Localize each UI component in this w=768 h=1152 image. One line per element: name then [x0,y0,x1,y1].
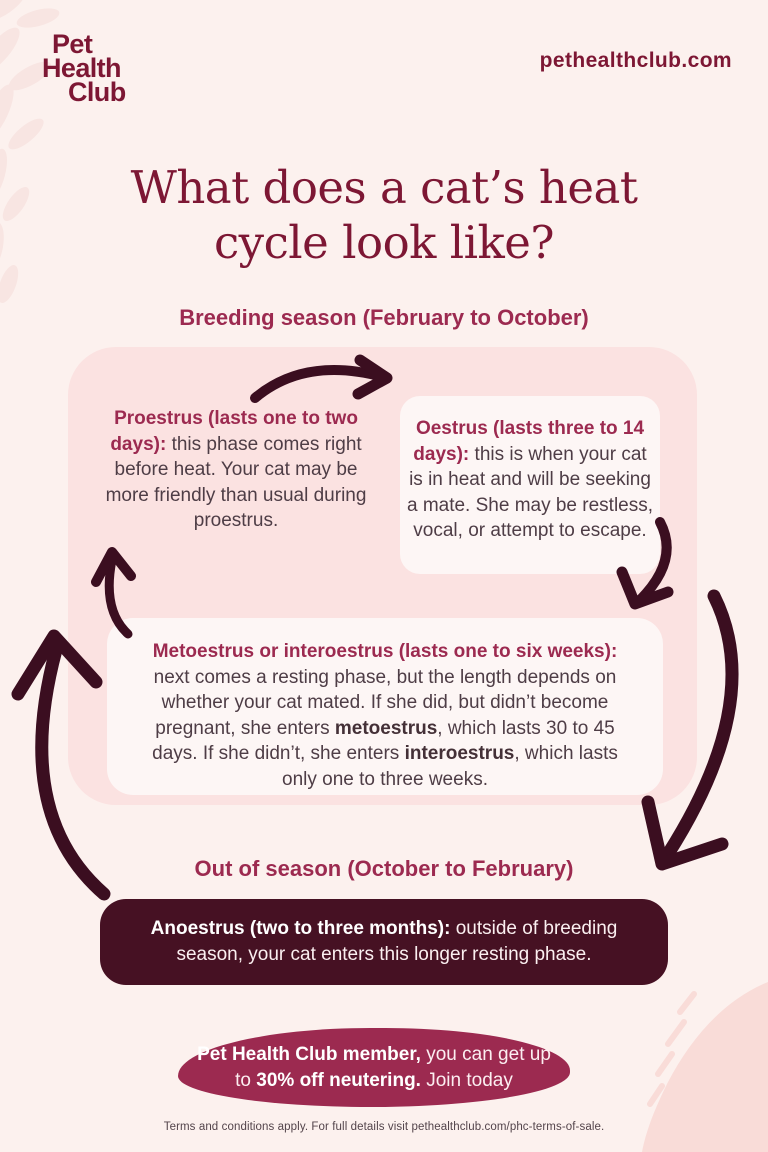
oestrus-card: Oestrus (lasts three to 14 days): this i… [400,396,660,574]
breeding-season-heading: Breeding season (February to October) [179,305,589,330]
anoestrus-text: Anoestrus (two to three months): outside… [118,916,650,968]
member-offer-bold: 30% off neutering. [256,1069,421,1091]
oestrus-text: Oestrus (lasts three to 14 days): this i… [406,416,654,544]
anoestrus-card: Anoestrus (two to three months): outside… [100,899,668,985]
oestrus-body: this is when your cat is in heat and wil… [406,443,654,542]
page-title-line2: cycle look like? [213,216,555,269]
page-title: What does a cat’s heat cycle look like? [0,160,768,270]
anoestrus-to-proestrus-arrow-icon [11,629,111,901]
proestrus-text: Proestrus (lasts one to two days): this … [98,406,374,534]
metoestrus-text: Metoestrus or interoestrus (lasts one to… [135,639,635,792]
out-of-season-heading: Out of season (October to February) [194,856,574,881]
proestrus-heading: Proestrus (lasts one to two days): [110,408,358,455]
member-badge: Pet Health Club member, you can get up t… [178,1028,570,1107]
oestrus-to-metoestrus-arrow-icon [616,517,674,610]
metoestrus-body: , which lasts 30 to 45 days. If she didn… [152,717,615,765]
metoestrus-card: Metoestrus or interoestrus (lasts one to… [107,618,663,795]
pet-health-club-logo: Pet Health Club [42,29,126,107]
oestrus-heading: Oestrus (lasts three to 14 days): [413,418,645,465]
metoestrus-body: next comes a resting phase, but the leng… [153,666,617,739]
anoestrus-body: outside of breeding season, your cat ent… [176,918,618,965]
logo-line: Pet [52,29,93,59]
proestrus-to-oestrus-arrow-icon [250,354,393,403]
website-url: pethealthclub.com [539,49,732,72]
terms-text: Terms and conditions apply. For full det… [163,1121,605,1133]
member-regular: Join today [420,1069,513,1091]
logo-line: Club [68,77,126,107]
member-bold: Pet Health Club member, [197,1043,421,1065]
anoestrus-heading: Anoestrus (two to three months): [150,918,451,939]
logo-line: Health [42,53,122,83]
metoestrus-bold-term: metoestrus [334,717,438,739]
metoestrus-body: , which lasts only one to three weeks. [282,743,618,790]
metoestrus-to-anoestrus-arrow-icon [641,589,739,871]
member-text: Pet Health Club member, you can get up t… [196,1042,552,1094]
metoestrus-heading: Metoestrus or interoestrus (lasts one to… [152,641,618,662]
member-regular: you can get up to [235,1043,551,1091]
interoestrus-bold-term: interoestrus [404,743,515,764]
metoestrus-to-proestrus-arrow-icon [91,547,136,639]
page-title-line1: What does a cat’s heat [130,161,638,214]
proestrus-body: this phase comes right before heat. Your… [105,433,367,532]
